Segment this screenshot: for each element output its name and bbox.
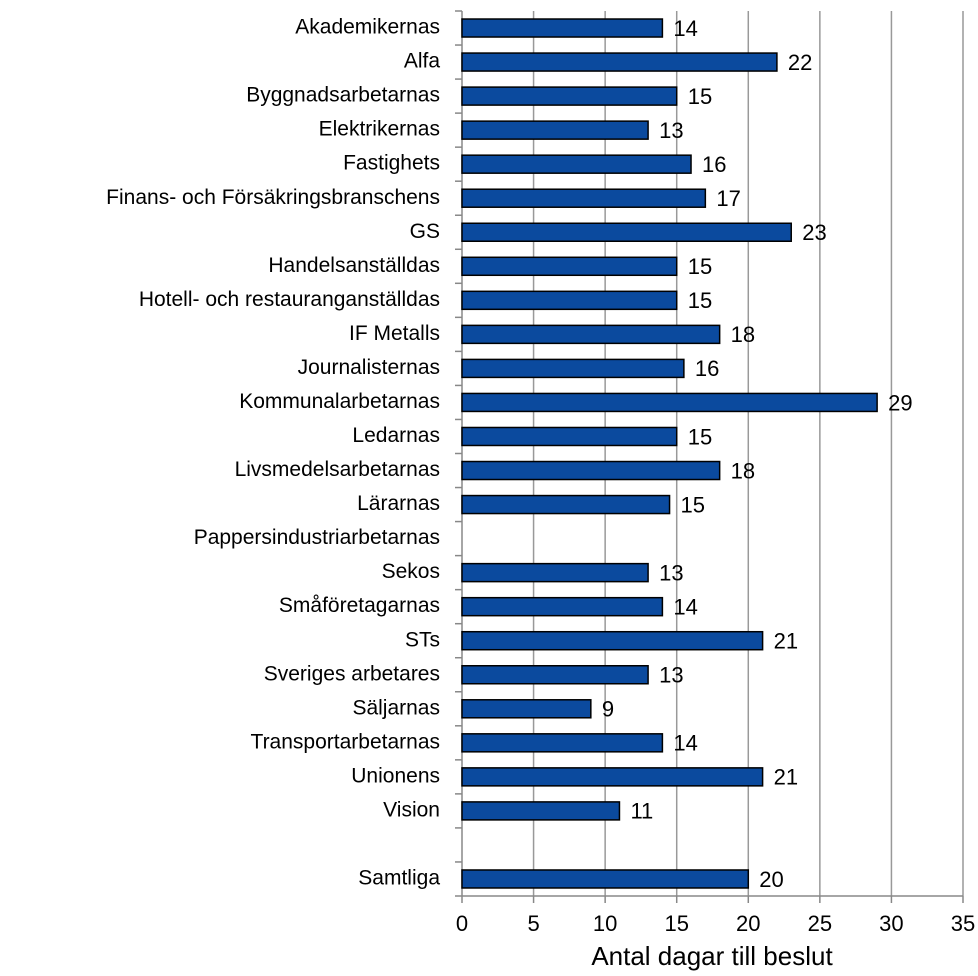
bar <box>461 392 878 413</box>
data-label: 14 <box>673 594 697 619</box>
y-tick-label: Alfa <box>404 50 441 73</box>
y-tick-label: Säljarnas <box>352 696 440 719</box>
bar <box>461 222 792 242</box>
data-label: 15 <box>681 492 705 517</box>
x-tick-label: 10 <box>593 911 617 936</box>
data-label: 15 <box>688 254 712 279</box>
y-tick-label: Sekos <box>382 560 440 583</box>
x-axis-title: Antal dagar till beslut <box>591 941 833 971</box>
bar <box>461 18 664 38</box>
y-tick-label: Handelsanställdas <box>268 254 440 277</box>
y-tick-label: Elektrikernas <box>319 118 440 141</box>
data-label: 20 <box>759 867 783 892</box>
y-tick-label: Transportarbetarnas <box>251 730 440 753</box>
data-label: 16 <box>695 356 719 381</box>
bar <box>461 801 621 821</box>
bar <box>461 52 778 72</box>
y-tick-label: IF Metalls <box>349 322 440 345</box>
x-tick-label: 5 <box>527 911 539 936</box>
data-label: 11 <box>630 799 653 824</box>
y-tick-label: GS <box>410 220 440 243</box>
y-tick-label: STs <box>405 628 440 651</box>
x-tick-label: 30 <box>879 911 903 936</box>
bar <box>461 494 671 515</box>
y-tick-label: Livsmedelsarbetarnas <box>235 458 440 481</box>
bar <box>461 358 685 379</box>
x-tick-label: 20 <box>736 911 760 936</box>
bar <box>461 86 678 106</box>
data-label: 23 <box>802 220 826 245</box>
x-tick-label: 15 <box>664 911 688 936</box>
bar <box>461 733 664 753</box>
y-tick-label: Kommunalarbetarnas <box>239 390 440 413</box>
data-label: 21 <box>774 629 798 654</box>
bar <box>461 256 678 277</box>
bar <box>461 596 664 617</box>
bar <box>461 324 721 345</box>
data-label: 15 <box>688 424 712 449</box>
data-label: 13 <box>659 560 683 585</box>
y-tick-label: Finans- och Försäkringsbranschens <box>106 186 440 209</box>
data-label: 16 <box>702 152 726 177</box>
data-label: 13 <box>659 118 683 143</box>
x-tick-label: 25 <box>808 911 832 936</box>
bar <box>461 767 764 787</box>
bar <box>461 120 649 140</box>
bar <box>461 460 721 481</box>
data-label: 18 <box>731 322 755 347</box>
data-label: 29 <box>888 390 912 415</box>
bar <box>461 665 649 685</box>
y-tick-label: Journalisternas <box>298 356 440 379</box>
y-tick-label: Sveriges arbetares <box>264 662 440 685</box>
x-tick-label: 35 <box>951 911 975 936</box>
bar <box>461 426 678 447</box>
data-label: 14 <box>673 731 697 756</box>
y-tick-label: Hotell- och restauranganställdas <box>139 288 440 311</box>
data-label: 13 <box>659 663 683 688</box>
data-label: 14 <box>673 16 697 41</box>
data-label: 18 <box>731 458 755 483</box>
data-label: 15 <box>688 288 712 313</box>
bar <box>461 290 678 311</box>
x-tick-label: 0 <box>456 911 468 936</box>
data-label: 9 <box>602 697 614 722</box>
y-tick-label: Ledarnas <box>352 424 440 447</box>
y-tick-label: Akademikernas <box>295 16 440 39</box>
bar <box>461 188 707 208</box>
bar <box>461 869 750 889</box>
data-label: 21 <box>774 765 798 790</box>
y-tick-label: Lärarnas <box>357 492 440 515</box>
data-label: 17 <box>716 186 740 211</box>
y-tick-label: Pappersindustriarbetarnas <box>194 526 440 549</box>
data-label: 22 <box>788 50 812 75</box>
bar <box>461 154 692 174</box>
y-tick-label: Unionens <box>351 764 440 787</box>
bar <box>461 699 592 719</box>
bar <box>461 562 649 583</box>
y-tick-label: Vision <box>383 798 440 821</box>
data-label: 15 <box>688 84 712 109</box>
bar <box>461 630 764 651</box>
y-tick-label: Småföretagarnas <box>279 594 440 617</box>
y-tick-label: Fastighets <box>343 152 440 175</box>
y-tick-label: Byggnadsarbetarnas <box>246 84 440 107</box>
y-tick-label: Samtliga <box>358 867 440 890</box>
